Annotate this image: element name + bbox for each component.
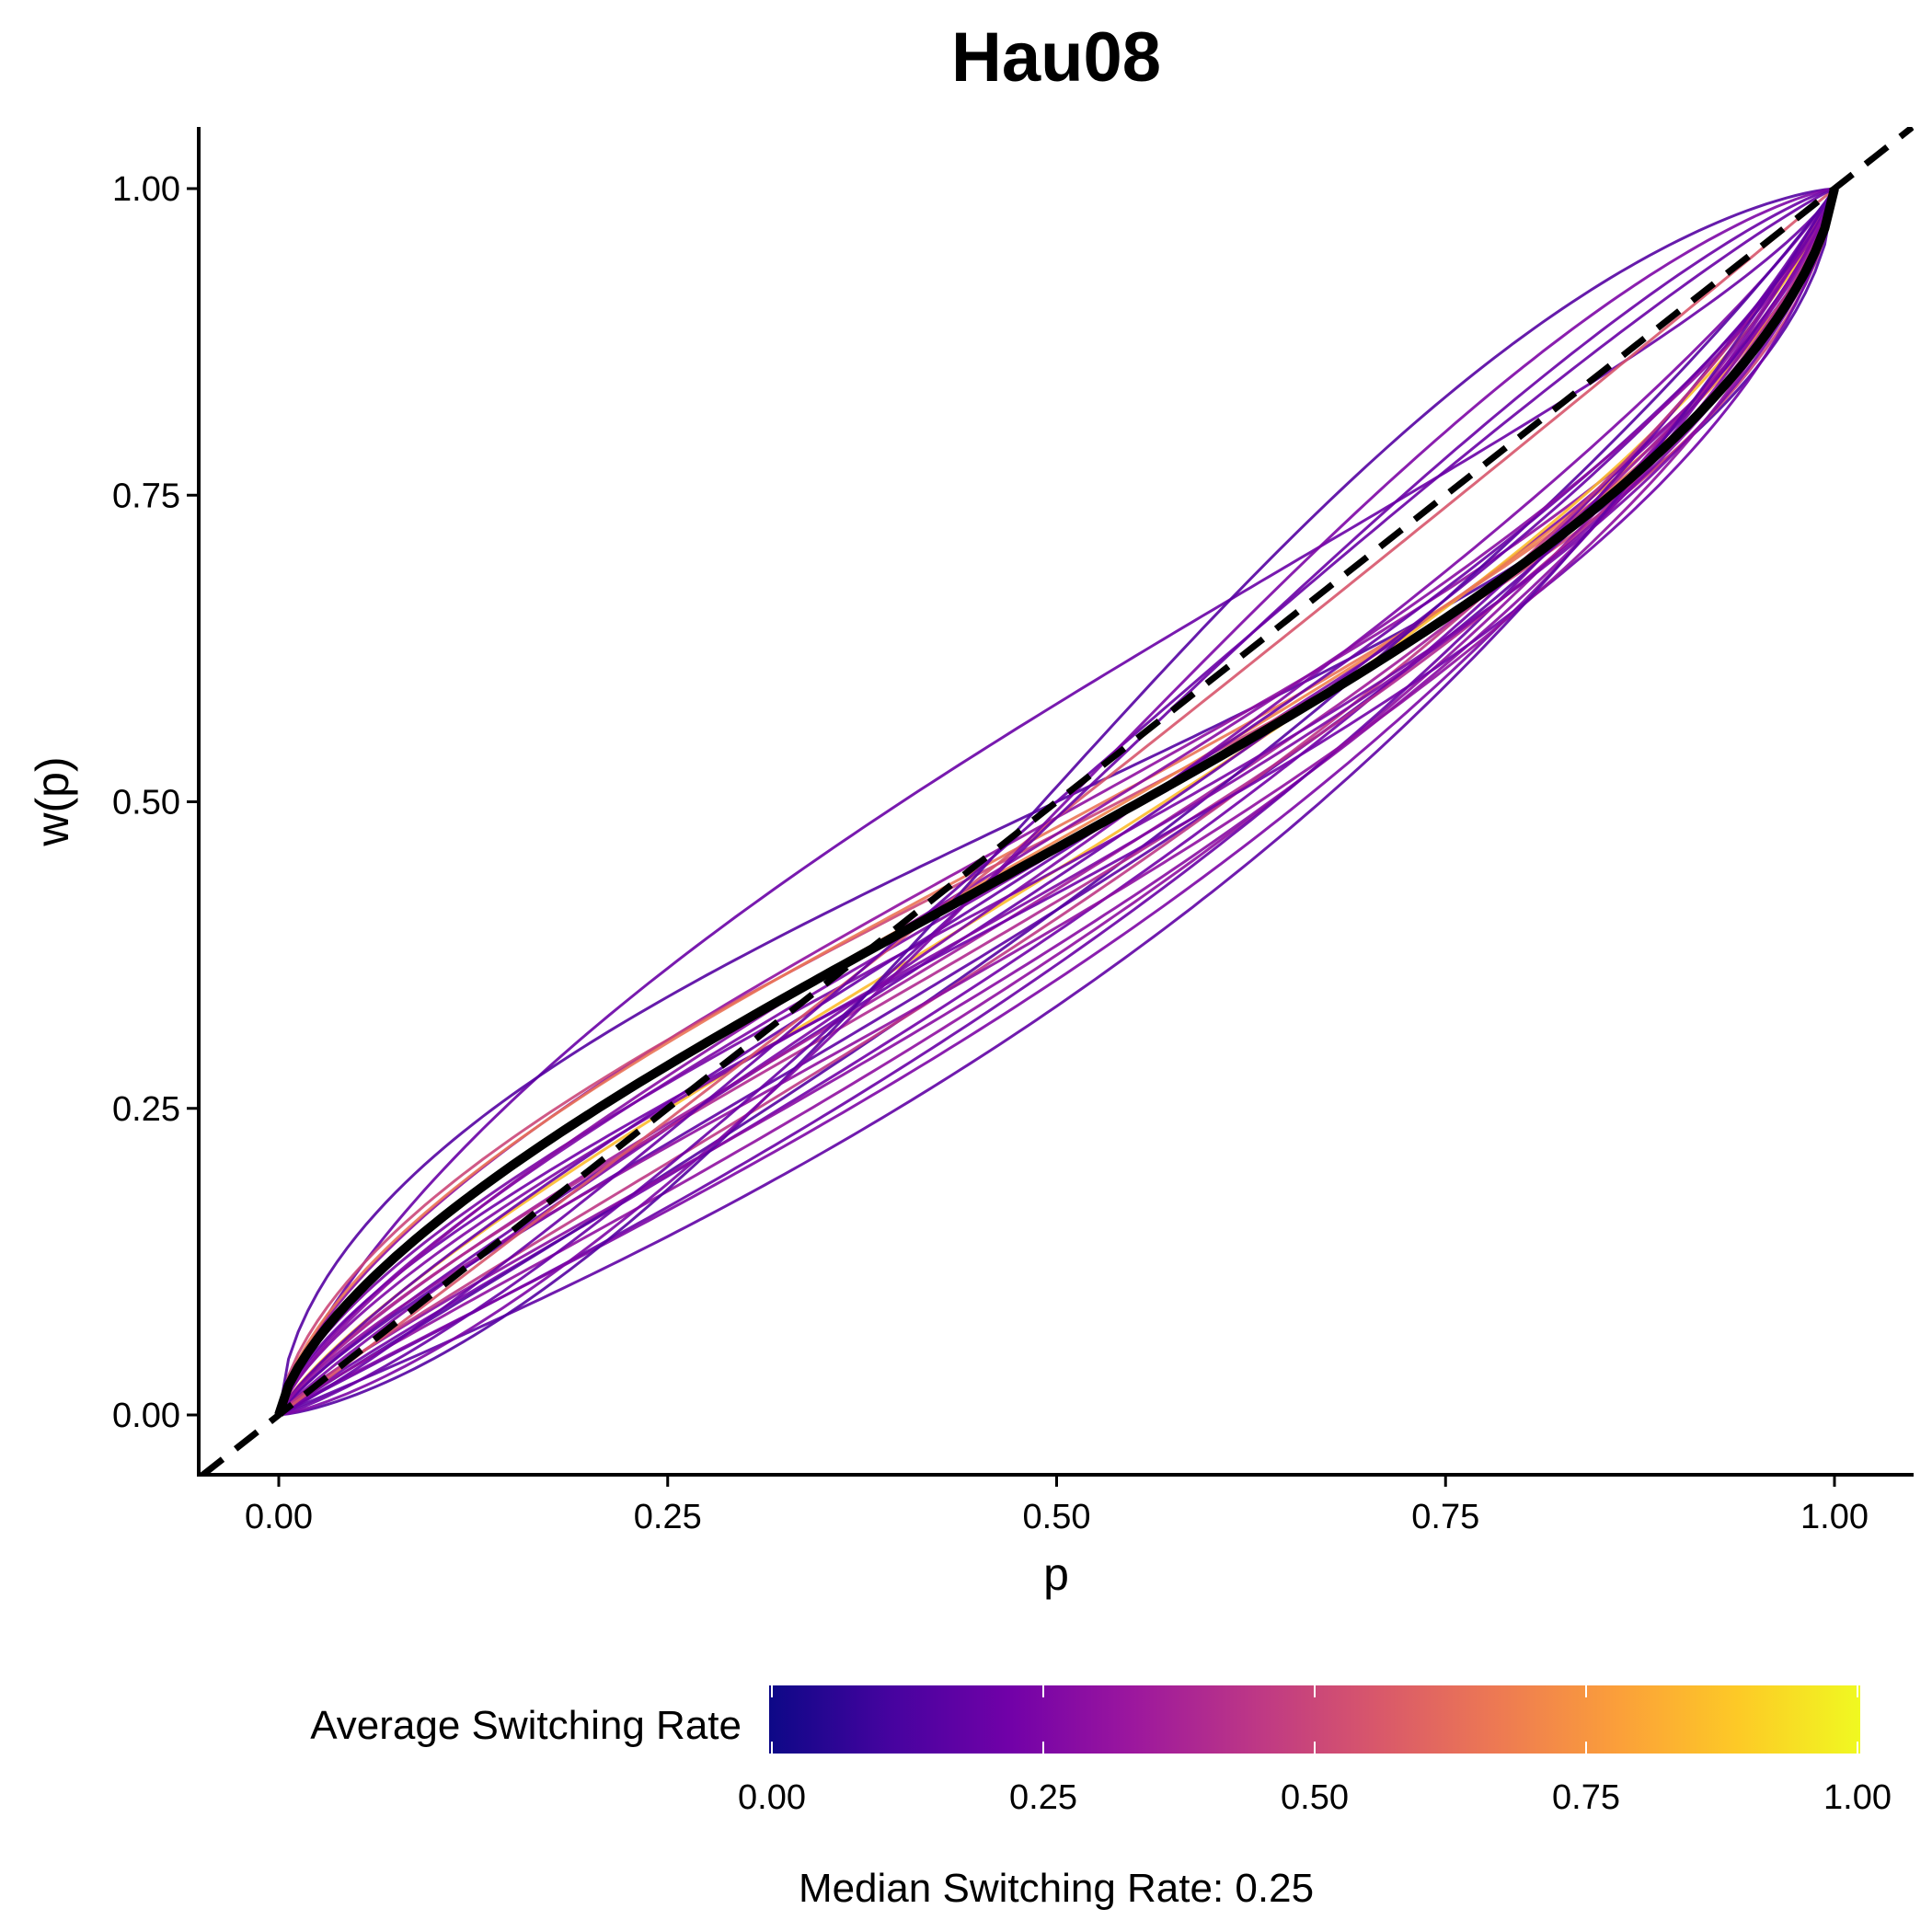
colorbar-tick-label: 0.75 [1552,1778,1620,1817]
color-legend: Average Switching Rate 0.00 0.25 0.50 0.75 1… [310,1685,1892,1817]
participant-curve [278,187,1835,1417]
colorbar-tick-label: 1.00 [1823,1778,1892,1817]
y-tick-label: 0.00 [112,1397,180,1435]
legend-title: Average Switching Rate [310,1703,742,1748]
participant-curve [278,187,1835,1417]
median-switching-rate: Median Switching Rate: 0.25 [799,1866,1314,1911]
plot-area [199,127,1914,1475]
participant-curve [278,188,1836,1417]
participant-curve [277,188,1836,1416]
x-tick-label: 0.75 [1411,1498,1479,1536]
y-tick-label: 0.75 [112,477,180,515]
colorbar-ticks: 0.00 0.25 0.50 0.75 1.00 [738,1685,1892,1817]
participant-curve [277,188,1836,1416]
participant-curve [277,188,1836,1416]
participant-curve [277,188,1836,1417]
participant-curve [277,188,1836,1416]
y-tick-label: 0.50 [112,784,180,822]
y-tick-label: 0.25 [112,1090,180,1129]
colorbar-tick-label: 0.50 [1281,1778,1349,1817]
x-axis-title: p [1043,1548,1069,1600]
x-axis-ticks: 0.00 0.25 0.50 0.75 1.00 [245,1475,1869,1536]
participant-curve [277,188,1836,1417]
participant-curve [278,188,1836,1417]
x-tick-label: 0.50 [1023,1498,1091,1536]
aggregate-curve [274,187,1839,1417]
chart-title: Hau08 [951,18,1161,97]
x-tick-label: 0.25 [634,1498,702,1536]
participant-curve [278,187,1835,1417]
participant-curve [278,187,1835,1417]
x-tick-label: 0.00 [245,1498,313,1536]
participant-curve [277,188,1836,1416]
y-axis-ticks: 0.00 0.25 0.50 0.75 1.00 [112,170,199,1435]
colorbar-tick-label: 0.25 [1009,1778,1077,1817]
y-axis-title: w(p) [27,756,78,846]
participant-curve [278,188,1836,1417]
participant-curve [277,188,1836,1416]
x-tick-label: 1.00 [1800,1498,1869,1536]
identity-reference-line [199,127,1914,1475]
y-tick-label: 1.00 [112,170,180,209]
colorbar-tick-label: 0.00 [738,1778,806,1817]
